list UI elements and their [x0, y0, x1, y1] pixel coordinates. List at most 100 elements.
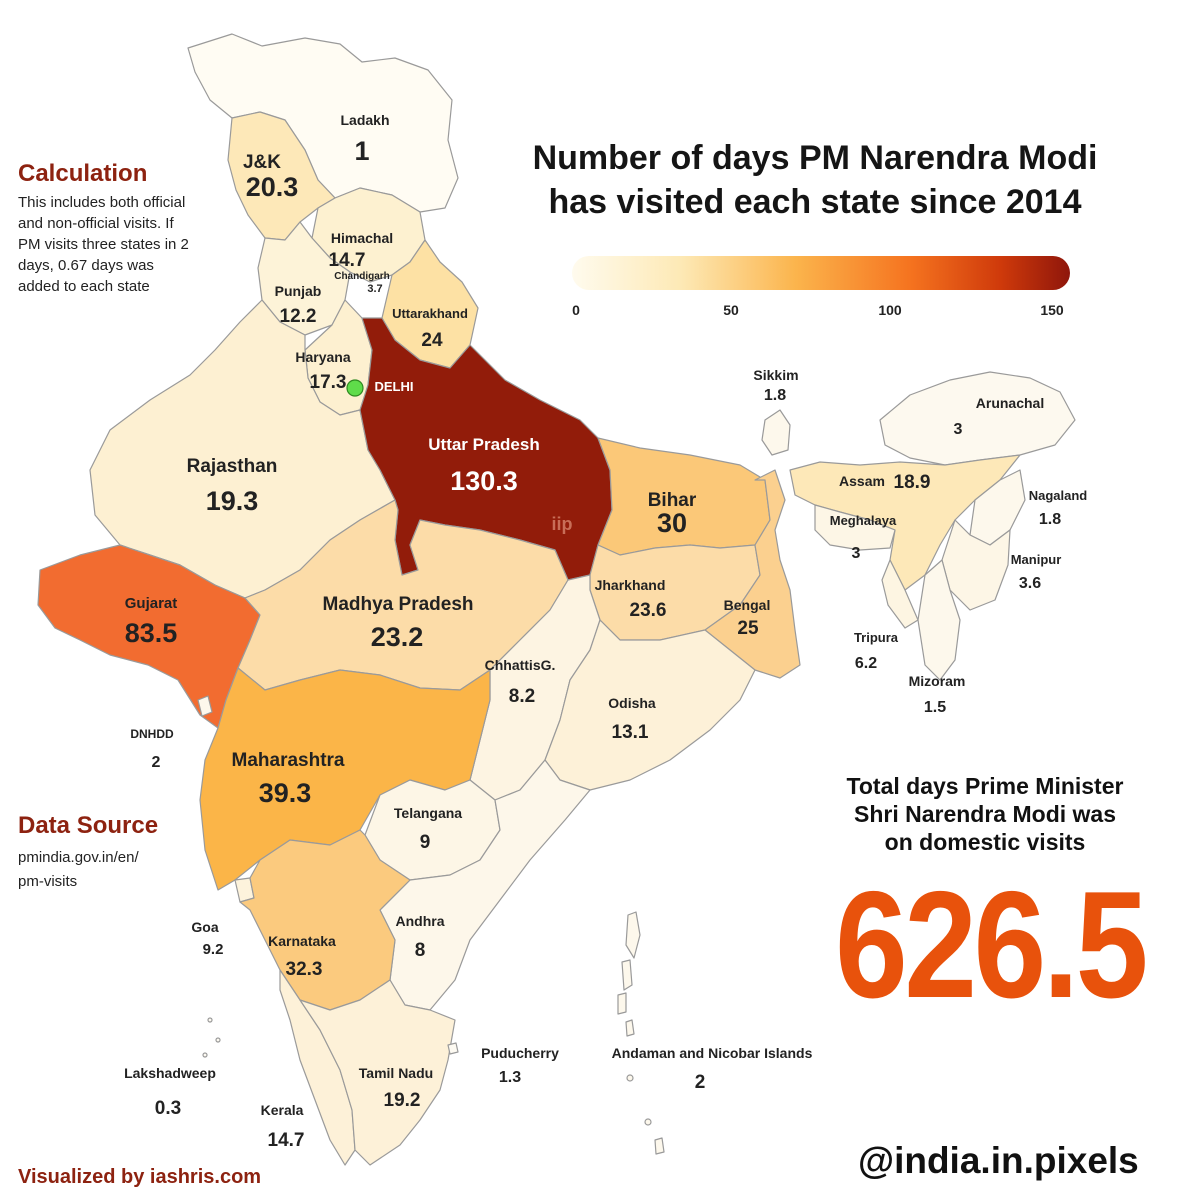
total-line: on domestic visits [884, 829, 1086, 855]
label-rajasthan: Rajasthan [187, 456, 278, 477]
label-mizoram: Mizoram [909, 673, 966, 689]
label-haryana: Haryana [295, 349, 350, 365]
value-ladakh: 1 [354, 136, 369, 166]
data-source-note: Data Source pmindia.gov.in/en/ pm-visits [18, 812, 218, 894]
region-meghalaya [814, 504, 896, 551]
calculation-line: This includes both official [18, 194, 186, 211]
calculation-heading: Calculation [18, 160, 148, 187]
value-goa: 9.2 [203, 941, 224, 958]
label-arunachal: Arunachal [976, 395, 1044, 411]
label-telangana: Telangana [394, 805, 462, 821]
calculation-note: Calculation This includes both official … [18, 160, 248, 297]
label-goa: Goa [191, 919, 218, 935]
region-jk [227, 111, 336, 241]
label-chandigarh: Chandigarh [334, 271, 390, 282]
value-jharkhand: 23.6 [630, 600, 667, 621]
calculation-text: This includes both official and non-offi… [18, 192, 248, 297]
value-uttar-pradesh: 130.3 [450, 466, 518, 496]
label-tamil-nadu: Tamil Nadu [359, 1065, 433, 1081]
legend-tick-150: 150 [1040, 302, 1064, 318]
value-kerala: 14.7 [268, 1130, 305, 1151]
value-punjab: 12.2 [280, 306, 317, 327]
label-andaman-nicobar: Andaman and Nicobar Islands [612, 1045, 813, 1061]
label-maharashtra: Maharashtra [232, 750, 345, 771]
label-assam: Assam [839, 473, 885, 489]
value-chhattisgarh: 8.2 [509, 686, 535, 707]
value-odisha: 13.1 [612, 722, 649, 743]
label-puducherry: Puducherry [481, 1045, 559, 1061]
value-bihar: 30 [657, 508, 687, 538]
calculation-line: PM visits three states in 2 [18, 236, 189, 253]
region-odisha [544, 619, 756, 791]
calculation-line: days, 0.67 days was [18, 257, 154, 274]
region-sikkim [761, 409, 791, 456]
label-sikkim: Sikkim [753, 367, 798, 383]
label-dnhdd: DNHDD [130, 727, 174, 741]
value-assam: 18.9 [894, 472, 931, 493]
value-dnhdd: 2 [152, 754, 161, 771]
data-source-line: pmindia.gov.in/en/ [18, 849, 139, 866]
label-odisha: Odisha [608, 695, 656, 711]
value-tripura: 6.2 [855, 655, 877, 672]
legend-color-scale [572, 256, 1070, 290]
label-delhi: DELHI [375, 379, 414, 394]
value-haryana: 17.3 [310, 372, 347, 393]
region-andhra [379, 759, 591, 1011]
region-dnhdd [197, 695, 213, 717]
label-madhya-pradesh: Madhya Pradesh [323, 594, 474, 615]
label-andhra: Andhra [396, 913, 445, 929]
label-ladakh: Ladakh [340, 112, 389, 128]
value-jk: 20.3 [246, 172, 299, 202]
value-andaman-nicobar: 2 [695, 1072, 706, 1093]
value-arunachal: 3 [954, 421, 963, 438]
value-manipur: 3.6 [1019, 575, 1041, 592]
label-gujarat: Gujarat [125, 595, 178, 612]
label-lakshadweep: Lakshadweep [124, 1065, 216, 1081]
region-puducherry [447, 1042, 459, 1055]
label-meghalaya: Meghalaya [830, 513, 897, 528]
region-tripura [881, 559, 919, 629]
total-line: Shri Narendra Modi was [853, 801, 1116, 827]
value-uttarakhand: 24 [421, 330, 443, 351]
label-uttar-pradesh: Uttar Pradesh [428, 435, 539, 454]
label-manipur: Manipur [1011, 552, 1062, 567]
region-delhi [346, 379, 364, 397]
title-line-2: has visited each state since 2014 [548, 183, 1082, 221]
label-jk: J&K [243, 152, 281, 173]
value-meghalaya: 3 [852, 545, 861, 562]
label-jharkhand: Jharkhand [595, 577, 666, 593]
region-lakshadweep [202, 1017, 221, 1058]
data-source-line: pm-visits [18, 873, 78, 890]
data-source-heading: Data Source [18, 812, 159, 839]
value-karnataka: 32.3 [286, 959, 323, 980]
state-labels: Ladakh 1 J&K 20.3 Himachal 14.7 Chandiga… [124, 112, 1087, 1151]
region-bengal [704, 469, 801, 679]
value-maharashtra: 39.3 [259, 778, 312, 808]
label-bengal: Bengal [724, 597, 771, 613]
data-source-text: pmindia.gov.in/en/ pm-visits [18, 846, 218, 894]
value-madhya-pradesh: 23.2 [371, 622, 424, 652]
social-handle: @india.in.pixels [858, 1140, 1139, 1181]
value-andhra: 8 [415, 940, 426, 961]
value-puducherry: 1.3 [499, 1069, 521, 1086]
total-heading: Total days Prime Minister Shri Narendra … [790, 772, 1180, 856]
calculation-line: and non-official visits. If [18, 215, 174, 232]
value-rajasthan: 19.3 [206, 486, 259, 516]
label-tripura: Tripura [854, 630, 899, 645]
region-tamil-nadu [299, 979, 456, 1166]
region-arunachal [879, 371, 1076, 466]
legend-tick-50: 50 [723, 302, 739, 318]
legend-tick-0: 0 [572, 302, 580, 318]
label-himachal: Himachal [331, 230, 393, 246]
calculation-line: added to each state [18, 278, 150, 295]
label-chhattisgarh: ChhattisG. [485, 657, 556, 673]
legend-tick-100: 100 [878, 302, 902, 318]
value-mizoram: 1.5 [924, 699, 946, 716]
value-lakshadweep: 0.3 [155, 1098, 181, 1119]
title-line-1: Number of days PM Narendra Modi [532, 139, 1098, 177]
label-bihar: Bihar [648, 490, 697, 511]
value-tamil-nadu: 19.2 [384, 1090, 421, 1111]
label-nagaland: Nagaland [1029, 488, 1088, 503]
value-gujarat: 83.5 [125, 618, 178, 648]
